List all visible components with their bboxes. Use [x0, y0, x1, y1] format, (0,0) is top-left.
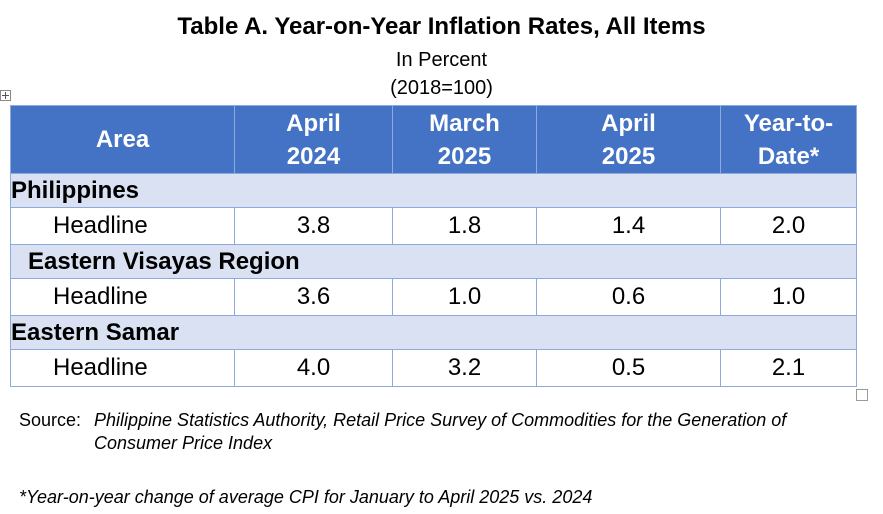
cell-march-2025: 1.8	[392, 207, 537, 245]
region-row-eastern-samar: Eastern Samar	[10, 315, 857, 350]
header-year-to-date: Year-to- Date*	[720, 105, 857, 174]
table-row: Headline 3.8 1.8 1.4 2.0	[10, 207, 857, 245]
cell-year-to-date: 2.1	[720, 349, 857, 387]
table-row: Headline 4.0 3.2 0.5 2.1	[10, 349, 857, 387]
table-resize-handle-icon[interactable]	[856, 389, 868, 401]
cell-april-2024: 3.8	[234, 207, 393, 245]
header-text: March	[429, 109, 500, 137]
cell-march-2025: 1.0	[392, 278, 537, 316]
row-label: Headline	[10, 278, 235, 316]
region-label: Eastern Samar	[10, 315, 857, 350]
header-text: 2025	[601, 142, 656, 170]
header-text: April	[286, 109, 341, 137]
header-text: April	[601, 109, 656, 137]
table-subtitle-unit: In Percent	[395, 49, 488, 71]
header-area-label: Area	[95, 126, 150, 153]
cell-april-2025: 0.6	[536, 278, 721, 316]
header-april-2024: April 2024	[234, 105, 393, 174]
cell-march-2025: 3.2	[392, 349, 537, 387]
source-text: Philippine Statistics Authority, Retail …	[94, 410, 787, 453]
table-row: Headline 3.6 1.0 0.6 1.0	[10, 278, 857, 316]
cell-april-2025: 0.5	[536, 349, 721, 387]
header-text: 2025	[437, 142, 492, 170]
header-area: Area	[10, 105, 235, 174]
region-row-eastern-visayas: Eastern Visayas Region	[10, 244, 857, 279]
row-label: Headline	[10, 207, 235, 245]
row-label: Headline	[10, 349, 235, 387]
region-label: Philippines	[10, 173, 857, 208]
cell-year-to-date: 2.0	[720, 207, 857, 245]
header-march-2025: March 2025	[392, 105, 537, 174]
header-text: Year-to-	[743, 109, 834, 137]
header-text: 2024	[286, 142, 341, 170]
cell-april-2024: 4.0	[234, 349, 393, 387]
table-header-row: Area April 2024 March 2025 April 2025 Year-…	[10, 105, 857, 174]
header-april-2025: April 2025	[536, 105, 721, 174]
table-subtitle-base-year: (2018=100)	[390, 77, 493, 99]
cell-year-to-date: 1.0	[720, 278, 857, 316]
footnote: *Year-on-year change of average CPI for …	[19, 487, 593, 507]
region-label: Eastern Visayas Region	[10, 244, 857, 279]
header-text: Date*	[757, 142, 820, 170]
table-title: Table A. Year-on-Year Inflation Rates, A…	[177, 13, 706, 40]
inflation-table: Area April 2024 March 2025 April 2025 Year-…	[10, 105, 857, 387]
table-move-handle-icon[interactable]	[0, 90, 11, 101]
source-label: Source:	[19, 410, 82, 430]
cell-april-2024: 3.6	[234, 278, 393, 316]
region-row-philippines: Philippines	[10, 173, 857, 208]
cell-april-2025: 1.4	[536, 207, 721, 245]
